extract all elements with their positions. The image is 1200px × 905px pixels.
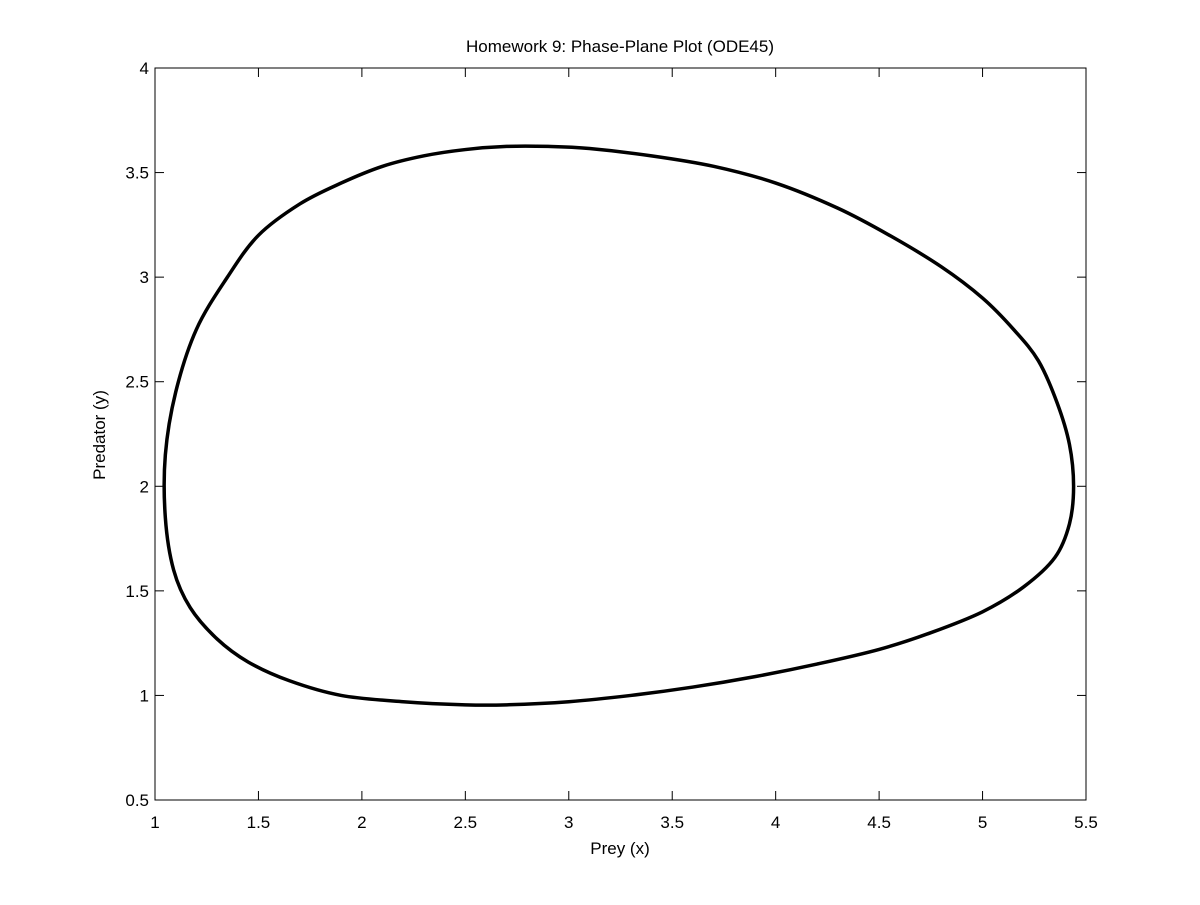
axes-box [154,67,1087,801]
x-tick-label: 3.5 [660,813,684,832]
x-tick-label: 4 [771,813,780,832]
phase-trajectory-line [162,144,1076,707]
y-tick-label: 3.5 [125,164,149,183]
y-tick-label: 0.5 [125,791,149,810]
chart-title: Homework 9: Phase-Plane Plot (ODE45) [466,37,774,56]
x-tick-label: 2.5 [454,813,478,832]
x-tick-label: 1 [150,813,159,832]
x-tick-label: 1.5 [247,813,271,832]
x-axis-label: Prey (x) [590,839,650,858]
y-tick-label: 4 [140,59,149,78]
x-tick-label: 3 [564,813,573,832]
y-axis-label: Predator (y) [90,390,109,480]
y-tick-label: 1.5 [125,582,149,601]
y-tick-label: 1 [140,686,149,705]
y-tick-label: 2.5 [125,373,149,392]
x-tick-label: 4.5 [867,813,891,832]
x-tick-label: 5 [978,813,987,832]
x-tick-label: 2 [357,813,366,832]
x-tick-label: 5.5 [1074,813,1098,832]
y-tick-label: 3 [140,268,149,287]
y-tick-label: 2 [140,477,149,496]
